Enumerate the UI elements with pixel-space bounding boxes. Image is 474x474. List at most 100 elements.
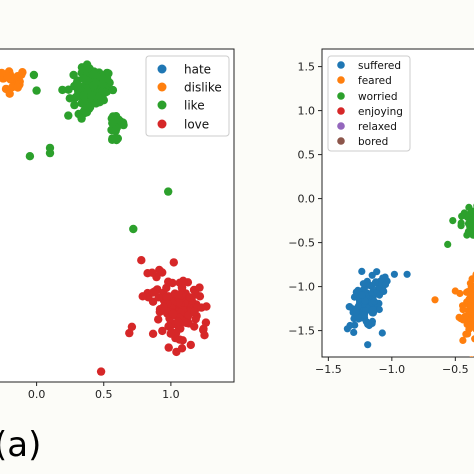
point-suffered [358,291,366,299]
point-love [96,367,106,376]
point-like [99,74,108,84]
legend-label-feared: feared [358,75,392,87]
legend-marker-enjoying [337,107,345,115]
point-love [162,283,171,293]
point-love [154,315,163,324]
legend-marker-feared [337,76,345,84]
legend-marker-dislike [157,82,167,92]
point-love [173,317,183,327]
point-like [114,115,124,125]
point-suffered [361,297,369,305]
point-suffered [358,267,366,275]
point-suffered [368,271,376,279]
point-love [127,322,137,331]
point-feared [455,313,463,321]
right-y-tick-label: 0.0 [298,193,316,206]
point-like [45,148,55,158]
legend-marker-worried [337,92,345,100]
legend-label-love: love [184,118,209,132]
point-love [154,293,163,302]
legend-label-suffered: suffered [358,60,401,72]
right-y-tick-label: −0.5 [288,237,315,250]
right-y-tick-label: 1.5 [298,61,316,74]
legend-marker-hate [157,64,167,74]
left-x-tick-label: 0.0 [28,388,46,401]
point-like [70,100,79,110]
legend-label-like: like [184,99,205,113]
point-suffered [345,303,353,311]
left-x-axis: 0.0 0.5 1.0 [28,382,180,401]
right-x-tick-label: −1.0 [378,363,405,376]
point-love [190,322,199,331]
legend-label-enjoying: enjoying [358,106,403,118]
point-suffered [360,311,369,319]
point-love [200,331,209,340]
point-like [82,76,92,85]
point-feared [471,302,474,310]
point-love [158,326,167,336]
left-scatter-plot: 0.0 0.5 1.0 hate dislike like love [0,48,235,401]
point-love [191,314,200,324]
legend-label-dislike: dislike [184,81,222,95]
point-suffered [371,279,379,287]
right-legend: suffered feared worried enjoying relaxed… [327,55,411,152]
point-like [69,70,78,80]
point-love [191,290,201,299]
right-y-tick-label: −1.0 [288,281,315,294]
legend-marker-suffered [337,61,345,69]
point-feared [464,330,472,338]
point-love [186,340,195,350]
point-love [169,258,178,267]
right-y-tick-label: 1.0 [298,105,316,118]
point-like [79,91,88,100]
point-suffered [370,297,378,305]
legend-marker-bored [337,137,345,145]
point-love [190,307,199,316]
right-y-tick-label: 0.5 [298,149,316,162]
point-feared [466,321,474,329]
point-feared [467,291,474,299]
point-love [174,290,183,299]
point-worried [463,213,471,221]
point-suffered [381,280,390,289]
left-x-tick-label: 1.0 [162,388,180,401]
point-like [77,114,86,123]
point-love [184,311,193,320]
right-x-tick-label: −1.5 [315,363,342,376]
right-y-tick-label: −1.5 [288,325,315,338]
right-y-axis: 1.5 1.0 0.5 0.0 −0.5 −1.0 −1.5 [288,61,322,338]
point-suffered [364,341,372,349]
point-like [80,106,89,115]
point-suffered [354,302,362,310]
point-feared [469,356,474,357]
point-love [162,292,171,301]
point-love [175,335,184,344]
point-like [101,88,110,97]
point-suffered [403,270,411,278]
point-worried [449,217,457,225]
point-suffered [368,319,376,328]
point-dislike [5,89,14,98]
left-legend-box [145,55,230,137]
point-love [199,324,208,333]
point-like [164,187,173,196]
point-like [73,85,83,94]
point-like [108,118,117,128]
point-like [58,85,67,95]
point-love [148,329,158,338]
right-x-tick-label: −0.5 [442,363,469,376]
point-like [77,63,87,72]
legend-label-hate: hate [184,63,211,77]
point-suffered [359,280,367,288]
point-love [179,276,188,285]
legend-marker-relaxed [337,122,345,130]
point-like [112,135,121,145]
point-love [159,302,168,312]
point-suffered [390,270,398,278]
point-love [148,288,158,297]
point-like [89,69,99,79]
point-worried [457,222,465,230]
point-love [137,256,146,265]
point-worried [458,212,466,220]
